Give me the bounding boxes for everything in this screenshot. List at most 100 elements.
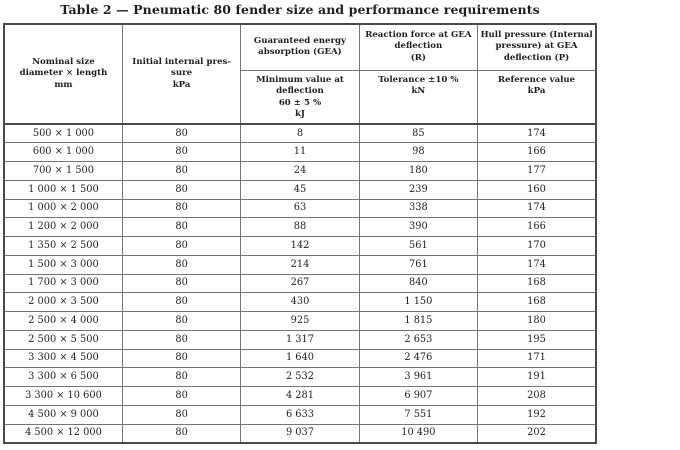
cell-nominal-size: 1 700 × 3 000 <box>3 273 123 294</box>
table-row: 3 300 × 10 600 80 4 281 6 907 208 <box>3 386 597 406</box>
cell-nominal-size: 3 300 × 4 500 <box>3 348 123 369</box>
cell-initial-pressure: 80 <box>121 123 242 144</box>
cell-gea: 267 <box>240 273 360 294</box>
subheader-gea: Minimum value at deflection 60 ± 5 % kJ <box>240 69 360 125</box>
cell-hull-pressure: 177 <box>477 161 597 181</box>
cell-reaction-force: 390 <box>358 217 479 237</box>
cell-hull-pressure: 170 <box>477 236 597 256</box>
cell-initial-pressure: 80 <box>121 161 242 181</box>
cell-gea: 142 <box>240 236 360 256</box>
cell-nominal-size: 500 × 1 000 <box>3 123 123 144</box>
subheader-hull-pressure: Reference value kPa <box>477 69 597 125</box>
cell-nominal-size: 4 500 × 9 000 <box>3 404 123 425</box>
table-row: 3 300 × 6 500 80 2 532 3 961 191 <box>3 367 597 387</box>
cell-gea: 2 532 <box>240 367 360 387</box>
cell-hull-pressure: 202 <box>477 423 597 444</box>
table-header: Nominal size diameter × length mm Initia… <box>3 23 597 125</box>
cell-initial-pressure: 80 <box>121 386 242 406</box>
table-row: 1 350 × 2 500 80 142 561 170 <box>3 236 597 256</box>
cell-initial-pressure: 80 <box>121 329 242 350</box>
cell-reaction-force: 338 <box>358 198 479 219</box>
cell-reaction-force: 10 490 <box>358 423 479 444</box>
cell-gea: 1 317 <box>240 329 360 350</box>
cell-initial-pressure: 80 <box>121 236 242 256</box>
cell-gea: 88 <box>240 217 360 237</box>
cell-hull-pressure: 166 <box>477 142 597 162</box>
table-row: 600 × 1 000 80 11 98 166 <box>3 142 597 162</box>
cell-hull-pressure: 174 <box>477 198 597 219</box>
cell-initial-pressure: 80 <box>121 217 242 237</box>
cell-hull-pressure: 166 <box>477 217 597 237</box>
cell-gea: 1 640 <box>240 348 360 369</box>
table-body: 500 × 1 000 80 8 85 174 600 × 1 000 80 1… <box>3 123 597 444</box>
cell-gea: 11 <box>240 142 360 162</box>
table-row: 1 200 × 2 000 80 88 390 166 <box>3 217 597 237</box>
cell-hull-pressure: 174 <box>477 123 597 144</box>
cell-nominal-size: 2 500 × 5 500 <box>3 329 123 350</box>
table-row: 700 × 1 500 80 24 180 177 <box>3 161 597 181</box>
cell-nominal-size: 1 000 × 1 500 <box>3 179 123 200</box>
table-row: 3 300 × 4 500 80 1 640 2 476 171 <box>3 348 597 369</box>
cell-initial-pressure: 80 <box>121 423 242 444</box>
cell-nominal-size: 1 200 × 2 000 <box>3 217 123 237</box>
cell-reaction-force: 85 <box>358 123 479 144</box>
cell-hull-pressure: 168 <box>477 273 597 294</box>
cell-reaction-force: 2 653 <box>358 329 479 350</box>
table-row: 1 700 × 3 000 80 267 840 168 <box>3 273 597 294</box>
header-reaction-force: Reaction force at GEA deflection (R) <box>358 23 479 71</box>
cell-gea: 9 037 <box>240 423 360 444</box>
cell-hull-pressure: 191 <box>477 367 597 387</box>
subheader-reaction-force: Tolerance ±10 % kN <box>358 69 479 125</box>
table-row: 2 500 × 5 500 80 1 317 2 653 195 <box>3 329 597 350</box>
header-initial-pressure: Initial internal pres- sure kPa <box>121 23 242 125</box>
cell-nominal-size: 600 × 1 000 <box>3 142 123 162</box>
cell-reaction-force: 180 <box>358 161 479 181</box>
cell-gea: 45 <box>240 179 360 200</box>
table-row: 1 500 × 3 000 80 214 761 174 <box>3 254 597 275</box>
cell-reaction-force: 6 907 <box>358 386 479 406</box>
cell-initial-pressure: 80 <box>121 179 242 200</box>
cell-reaction-force: 761 <box>358 254 479 275</box>
cell-nominal-size: 2 500 × 4 000 <box>3 311 123 331</box>
header-gea: Guaranteed energy absorption (GEA) <box>240 23 360 71</box>
cell-reaction-force: 7 551 <box>358 404 479 425</box>
table-row: 2 000 × 3 500 80 430 1 150 168 <box>3 292 597 312</box>
cell-gea: 4 281 <box>240 386 360 406</box>
cell-reaction-force: 1 815 <box>358 311 479 331</box>
cell-hull-pressure: 208 <box>477 386 597 406</box>
table-row: 500 × 1 000 80 8 85 174 <box>3 123 597 144</box>
cell-hull-pressure: 192 <box>477 404 597 425</box>
cell-initial-pressure: 80 <box>121 292 242 312</box>
cell-gea: 63 <box>240 198 360 219</box>
cell-nominal-size: 1 500 × 3 000 <box>3 254 123 275</box>
cell-initial-pressure: 80 <box>121 254 242 275</box>
cell-reaction-force: 1 150 <box>358 292 479 312</box>
cell-gea: 6 633 <box>240 404 360 425</box>
cell-reaction-force: 2 476 <box>358 348 479 369</box>
cell-nominal-size: 3 300 × 10 600 <box>3 386 123 406</box>
header-hull-pressure: Hull pressure (Internal pressure) at GEA… <box>477 23 597 71</box>
cell-initial-pressure: 80 <box>121 198 242 219</box>
cell-nominal-size: 700 × 1 500 <box>3 161 123 181</box>
cell-reaction-force: 840 <box>358 273 479 294</box>
cell-reaction-force: 561 <box>358 236 479 256</box>
table-row: 2 500 × 4 000 80 925 1 815 180 <box>3 311 597 331</box>
cell-hull-pressure: 171 <box>477 348 597 369</box>
table-row: 4 500 × 9 000 80 6 633 7 551 192 <box>3 404 597 425</box>
cell-reaction-force: 239 <box>358 179 479 200</box>
cell-nominal-size: 1 000 × 2 000 <box>3 198 123 219</box>
cell-initial-pressure: 80 <box>121 348 242 369</box>
cell-hull-pressure: 174 <box>477 254 597 275</box>
cell-nominal-size: 3 300 × 6 500 <box>3 367 123 387</box>
cell-nominal-size: 4 500 × 12 000 <box>3 423 123 444</box>
cell-initial-pressure: 80 <box>121 273 242 294</box>
cell-initial-pressure: 80 <box>121 367 242 387</box>
fender-spec-table: Nominal size diameter × length mm Initia… <box>3 23 597 444</box>
cell-gea: 24 <box>240 161 360 181</box>
cell-initial-pressure: 80 <box>121 311 242 331</box>
cell-nominal-size: 1 350 × 2 500 <box>3 236 123 256</box>
cell-gea: 214 <box>240 254 360 275</box>
header-row-top: Nominal size diameter × length mm Initia… <box>3 23 597 125</box>
cell-initial-pressure: 80 <box>121 142 242 162</box>
